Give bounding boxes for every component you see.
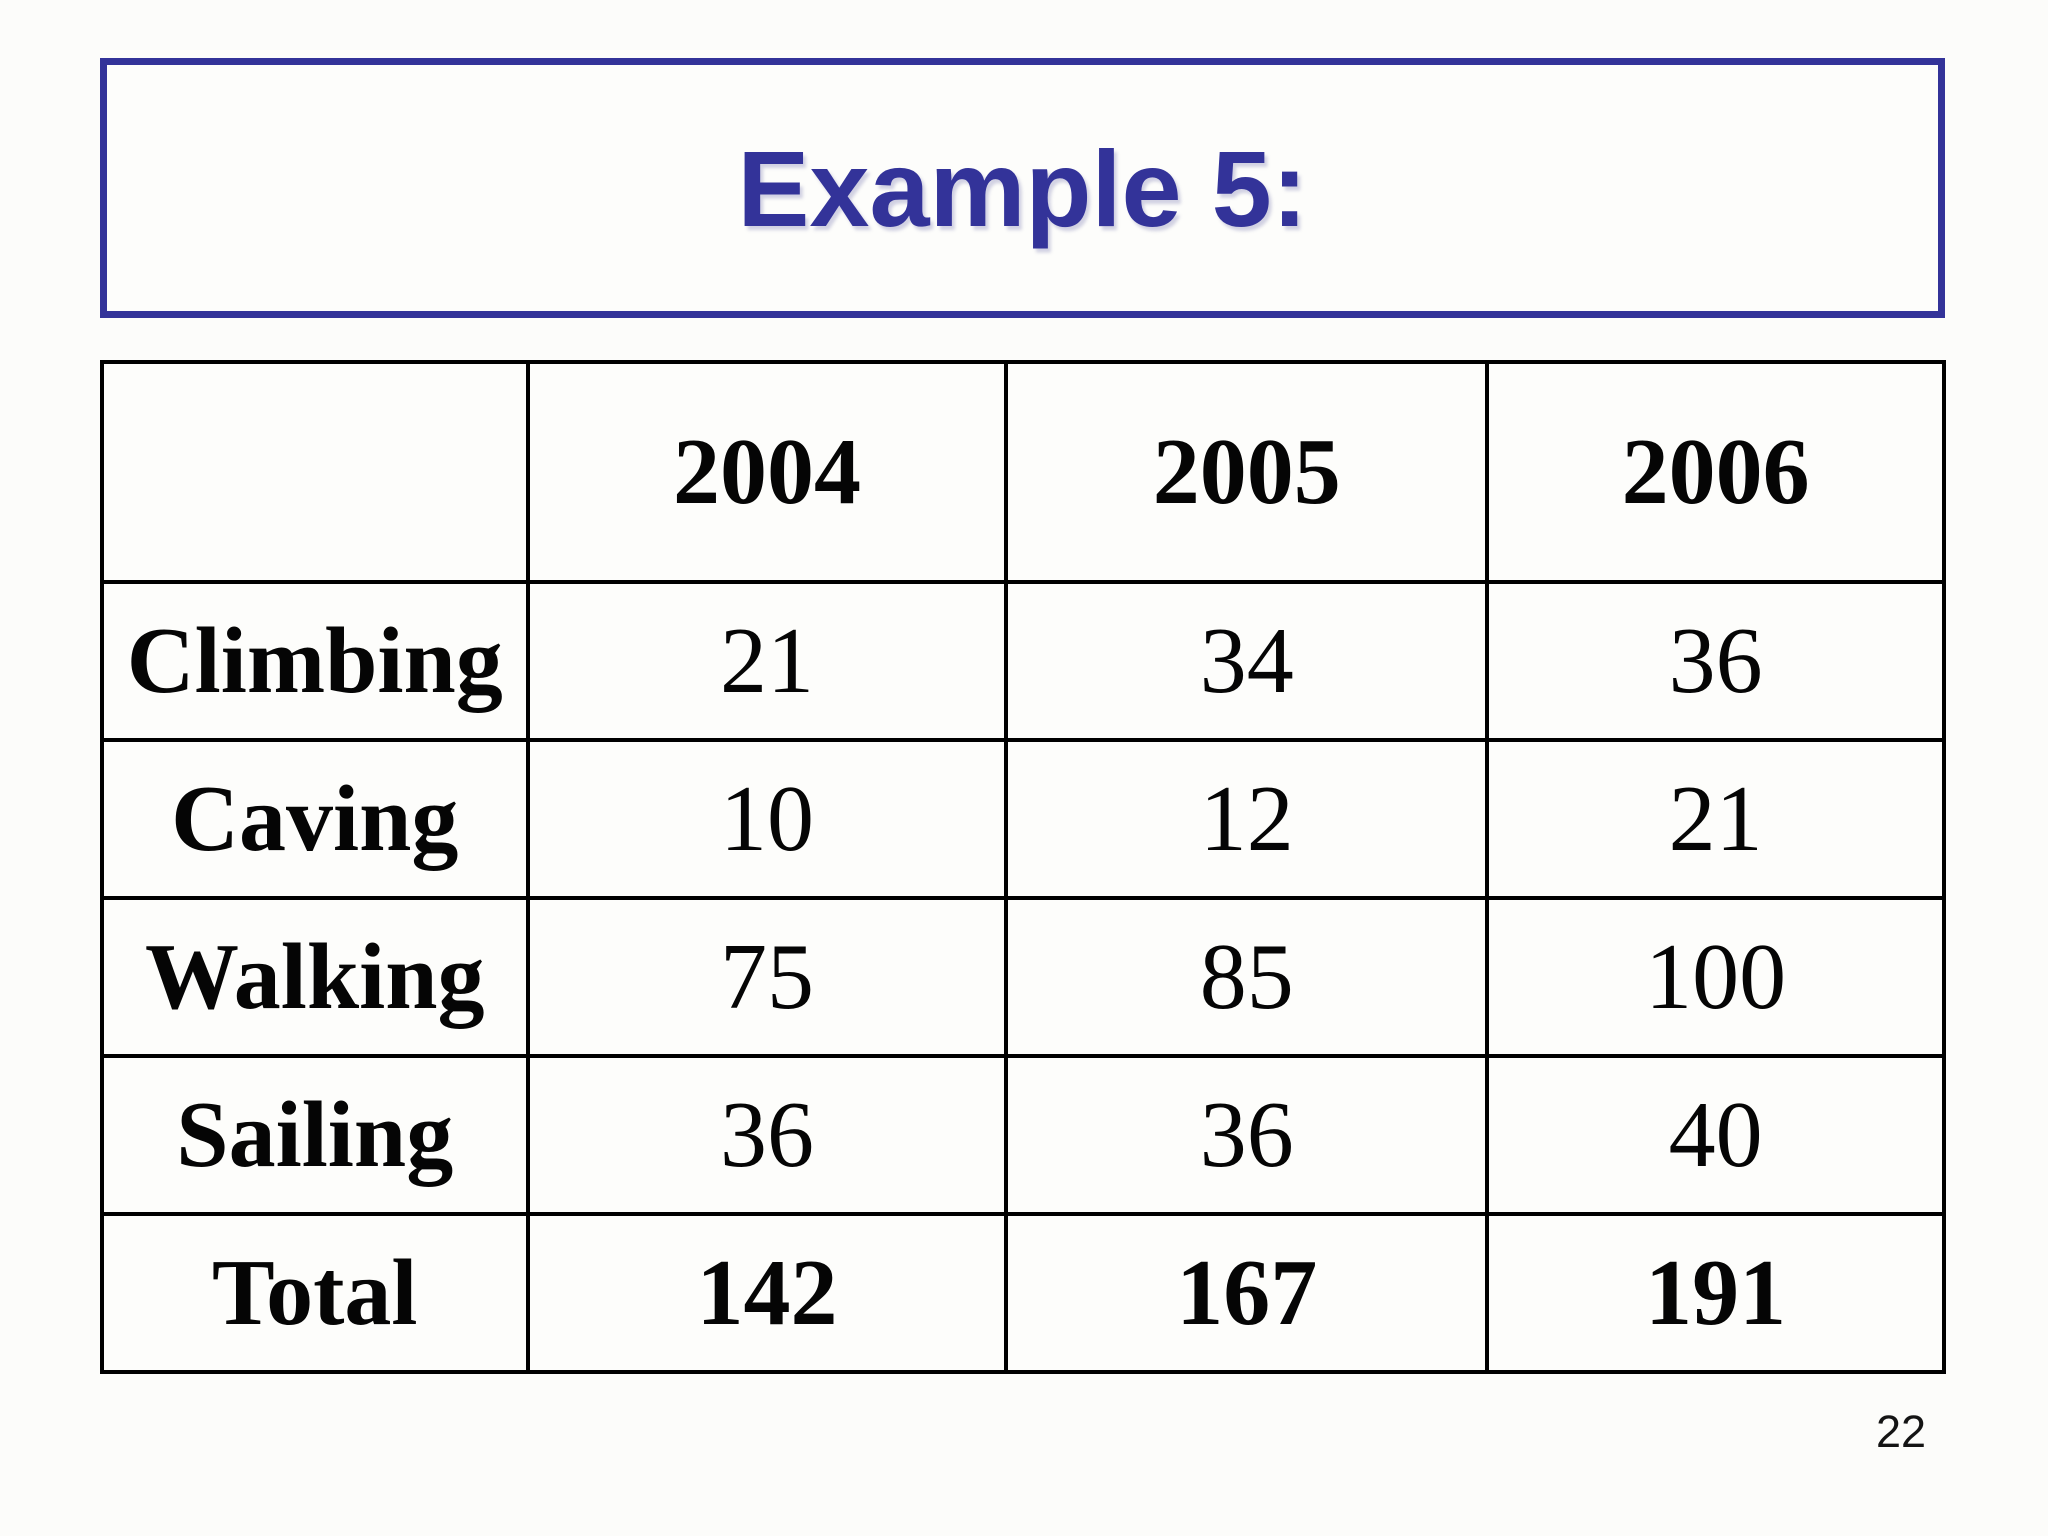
table-cell: 36 [1485,580,1946,742]
table-cell: 40 [1485,1054,1946,1216]
table-cell: 21 [1485,738,1946,900]
data-table: 2004 2005 2006 Climbing 21 34 36 Caving … [100,360,1946,1374]
table-header-year-2004: 2004 [525,360,1009,584]
table-cell: 21 [525,580,1009,742]
row-label: Walking [100,896,530,1058]
table-header-empty-cell [100,360,530,584]
table-header-row: 2004 2005 2006 [100,360,1946,584]
table-header-year-2006: 2006 [1485,360,1946,584]
table-cell: 85 [1004,896,1490,1058]
table-row-total: Total 142 167 191 [100,1212,1946,1374]
table-cell: 75 [525,896,1009,1058]
table-row-sailing: Sailing 36 36 40 [100,1054,1946,1216]
title-box: Example 5: [100,58,1945,318]
table-cell-total: 191 [1485,1212,1946,1374]
table-header-year-2005: 2005 [1004,360,1490,584]
table-cell: 10 [525,738,1009,900]
table-cell-total: 167 [1004,1212,1490,1374]
row-label: Climbing [100,580,530,742]
table-row-climbing: Climbing 21 34 36 [100,580,1946,742]
table-cell: 100 [1485,896,1946,1058]
table-row-walking: Walking 75 85 100 [100,896,1946,1058]
table-cell: 34 [1004,580,1490,742]
table-cell: 12 [1004,738,1490,900]
table-cell: 36 [1004,1054,1490,1216]
row-label: Caving [100,738,530,900]
table-cell-total: 142 [525,1212,1009,1374]
page-title: Example 5: [737,127,1308,249]
table-cell: 36 [525,1054,1009,1216]
table-row-caving: Caving 10 12 21 [100,738,1946,900]
row-label: Total [100,1212,530,1374]
page-number: 22 [1875,1406,1926,1457]
row-label: Sailing [100,1054,530,1216]
